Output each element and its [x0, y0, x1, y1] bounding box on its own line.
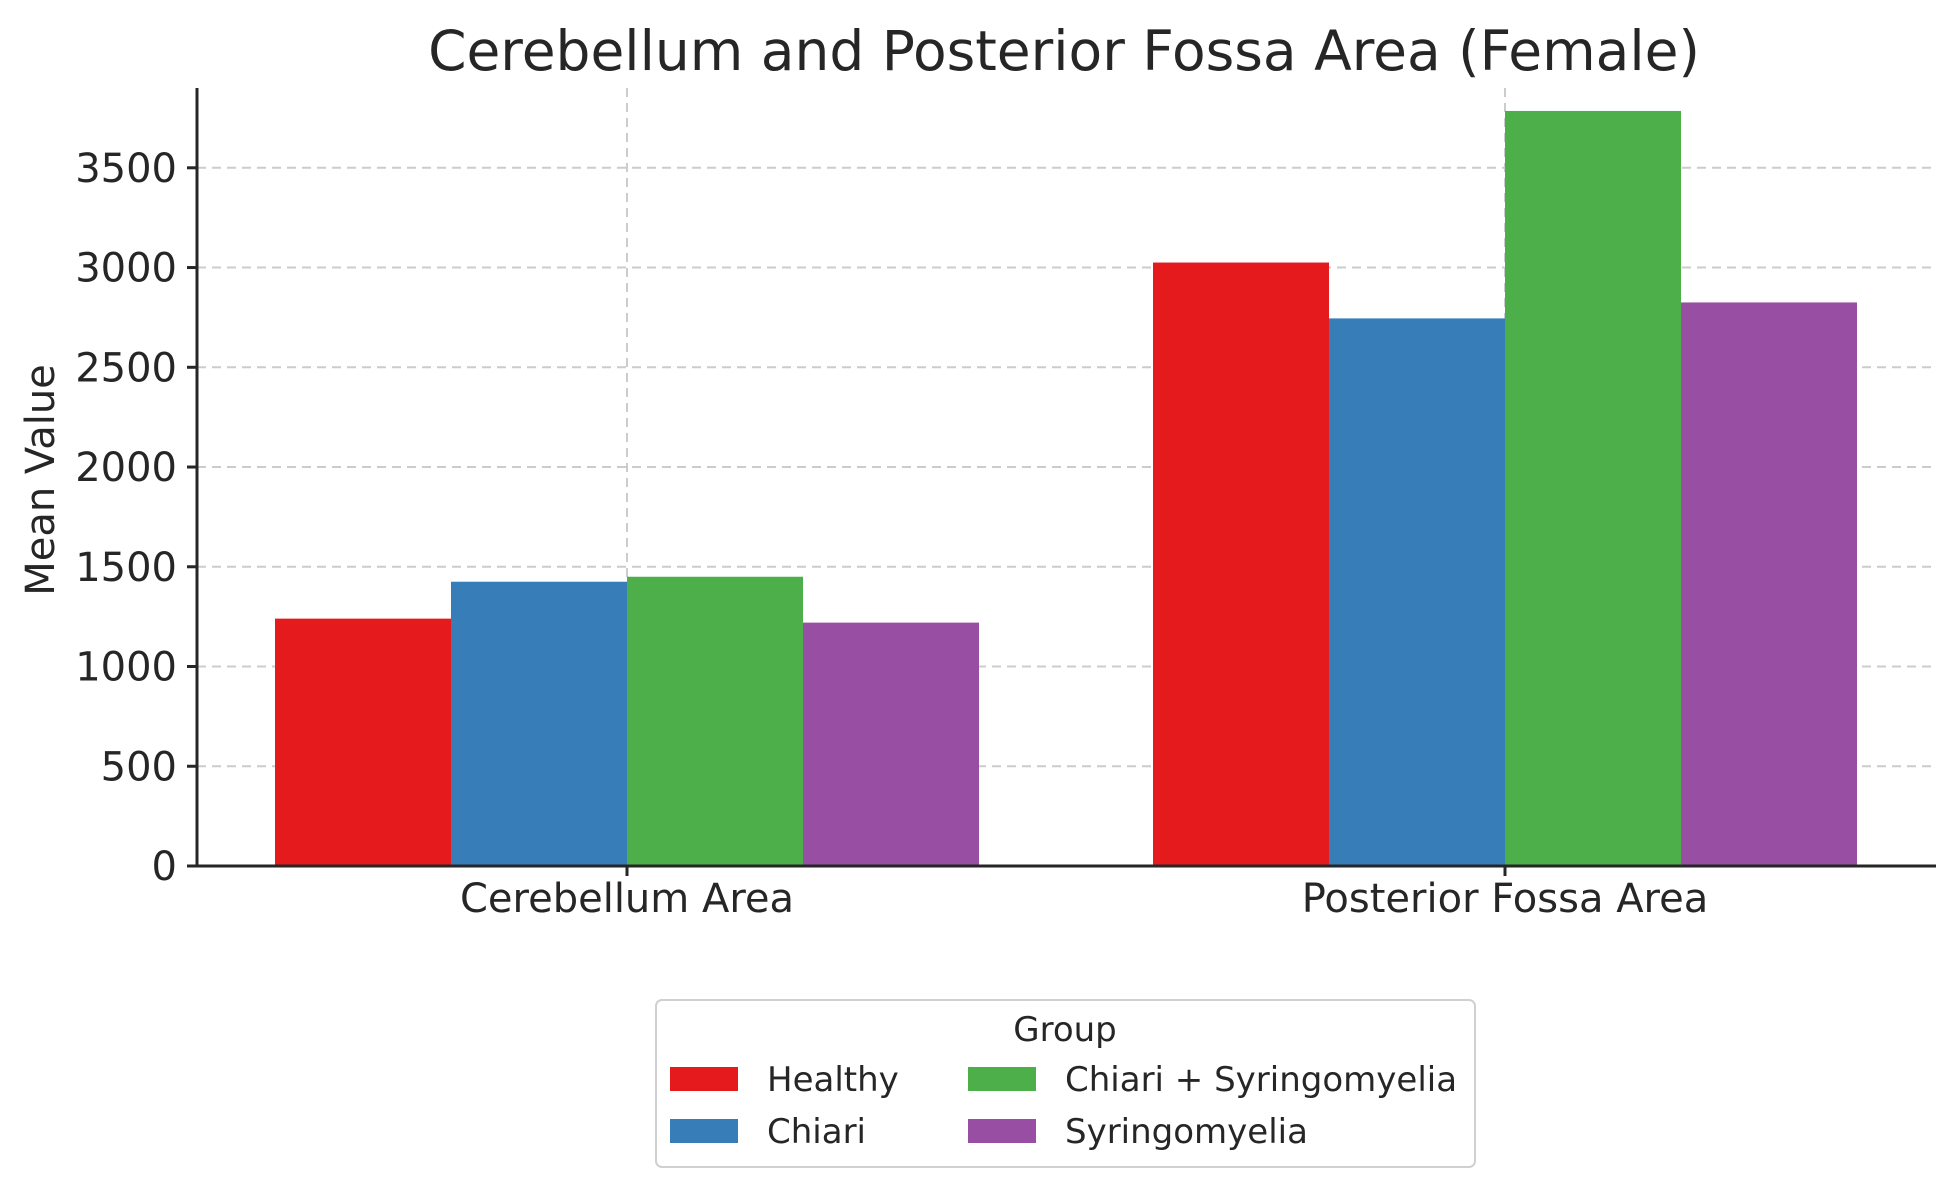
- y-tick-label: 3000: [75, 246, 177, 292]
- bars-layer: [275, 110, 1857, 866]
- bar-syringomyelia-0: [803, 622, 979, 866]
- y-tick-label: 1500: [75, 545, 177, 591]
- bar-chiari-syringomyelia-0: [627, 576, 803, 866]
- legend-frame: [655, 999, 1476, 1168]
- legend-swatch: [968, 1067, 1036, 1091]
- legend: Group Healthy Chiari Chiari + Syringomyeli…: [655, 999, 1476, 1168]
- bar-healthy-0: [275, 618, 451, 866]
- bar-healthy-1: [1153, 262, 1329, 866]
- legend-swatch: [670, 1119, 738, 1143]
- y-tick-label: 500: [101, 744, 177, 790]
- y-tick-label: 2500: [75, 345, 177, 391]
- legend-swatch: [968, 1119, 1036, 1143]
- y-tick-label: 0: [152, 844, 177, 890]
- axes-layer: [195, 88, 1936, 868]
- bar-chiari-0: [451, 581, 627, 866]
- ticks-layer: 0 500 1000 1500 2000 2500 3000 3500 Cerebellum A…: [75, 146, 1708, 922]
- bar-chiari-1: [1329, 318, 1505, 866]
- x-tick-label: Cerebellum Area: [460, 876, 794, 922]
- y-axis-label: Mean Value: [18, 364, 64, 596]
- y-tick-label: 2000: [75, 445, 177, 491]
- legend-swatch: [670, 1067, 738, 1091]
- y-tick-label: 1000: [75, 645, 177, 691]
- legend-title: Group: [1013, 1010, 1117, 1050]
- legend-label: Chiari: [767, 1112, 866, 1152]
- bar-syringomyelia-1: [1681, 302, 1857, 866]
- legend-label: Syringomyelia: [1065, 1112, 1308, 1152]
- x-tick-label: Posterior Fossa Area: [1302, 876, 1709, 922]
- legend-label: Chiari + Syringomyelia: [1065, 1060, 1457, 1100]
- legend-label: Healthy: [767, 1060, 899, 1100]
- chart-title: Cerebellum and Posterior Fossa Area (Fem…: [428, 19, 1700, 83]
- y-tick-label: 3500: [75, 146, 177, 192]
- bar-chiari-syringomyelia-1: [1505, 110, 1681, 866]
